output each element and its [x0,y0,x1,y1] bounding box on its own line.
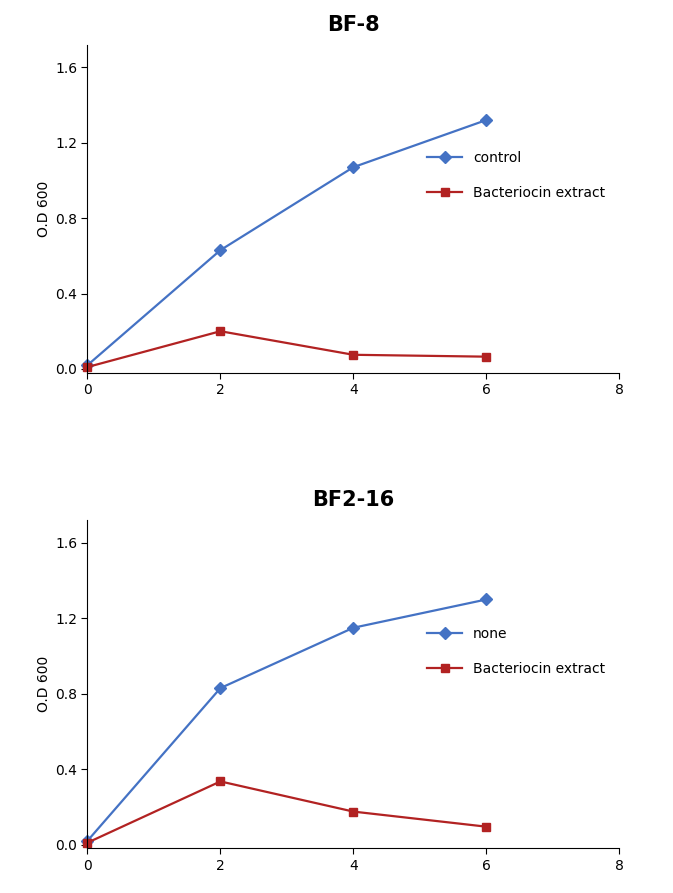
Legend: none, Bacteriocin extract: none, Bacteriocin extract [421,620,612,683]
Bacteriocin extract [482,351,490,362]
Title: BF-8: BF-8 [327,15,380,35]
Bacteriocin extract [83,362,92,372]
Y-axis label: O.D 600: O.D 600 [37,180,50,237]
none [349,622,357,633]
Line: none: none [83,596,491,845]
Bacteriocin extract [349,349,357,360]
Bacteriocin extract [217,326,225,337]
Legend: control, Bacteriocin extract: control, Bacteriocin extract [421,145,612,207]
Y-axis label: O.D 600: O.D 600 [37,656,50,713]
control [217,245,225,255]
Bacteriocin extract [217,776,225,787]
control [83,360,92,371]
control [482,114,490,125]
Line: Bacteriocin extract: Bacteriocin extract [83,327,491,371]
Line: Bacteriocin extract: Bacteriocin extract [83,777,491,847]
none [217,683,225,694]
Bacteriocin extract [83,838,92,848]
none [482,594,490,605]
control [349,162,357,172]
Bacteriocin extract [349,806,357,817]
Bacteriocin extract [482,822,490,832]
none [83,836,92,847]
Title: BF2-16: BF2-16 [312,490,394,511]
Line: control: control [83,116,491,370]
